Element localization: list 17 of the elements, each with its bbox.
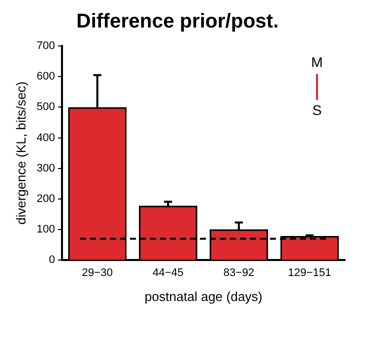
chart-title: Difference prior/post. (76, 10, 279, 33)
x-tick-label: 44−45 (152, 266, 184, 279)
y-tick-label: 100 (36, 224, 55, 236)
y-axis-title: divergence (KL, bits/sec) (13, 82, 28, 225)
y-tick-label: 400 (36, 132, 55, 144)
x-tick-label: 129−151 (288, 266, 332, 279)
y-tick-label: 600 (36, 70, 55, 83)
x-tick-label: 29−30 (82, 266, 113, 279)
y-tick-label: 500 (36, 101, 55, 114)
y-tick-label: 200 (36, 193, 55, 206)
y-tick-label: 300 (36, 162, 55, 174)
x-tick-label: 83−92 (223, 266, 254, 279)
y-tick-label: 0 (48, 254, 55, 266)
annotation: M (311, 54, 323, 70)
annotation: S (312, 102, 322, 118)
y-tick-label: 700 (36, 40, 55, 52)
x-axis-title: postnatal age (days) (144, 288, 262, 304)
